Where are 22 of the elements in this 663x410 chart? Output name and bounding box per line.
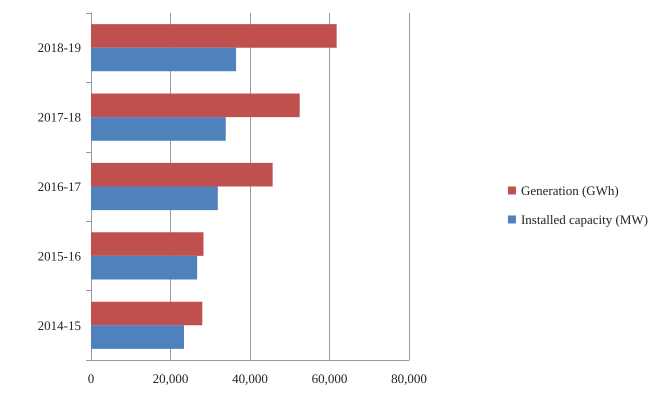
bar (91, 232, 204, 256)
legend-label: Installed capacity (MW) (520, 212, 648, 227)
x-tick-label: 60,000 (312, 371, 348, 386)
y-tick-label: 2016-17 (38, 179, 82, 194)
bar (91, 325, 184, 349)
bar (91, 24, 337, 48)
bar (91, 302, 202, 326)
x-tick-label: 80,000 (391, 371, 427, 386)
bar (91, 117, 226, 141)
x-tick-label: 40,000 (232, 371, 268, 386)
bar (91, 94, 300, 118)
y-tick-label: 2017-18 (38, 110, 81, 125)
bar (91, 48, 236, 72)
y-tick-label: 2018-19 (38, 40, 81, 56)
x-tick-label: 20,000 (152, 371, 188, 386)
x-tick-label: 0 (88, 371, 94, 386)
bar (91, 256, 198, 280)
legend-label: Generation (GWh) (520, 183, 619, 198)
y-tick-label: 2015-16 (38, 248, 82, 264)
y-tick-label: 2014-15 (38, 318, 81, 333)
bar (91, 162, 273, 186)
bar (91, 186, 218, 210)
